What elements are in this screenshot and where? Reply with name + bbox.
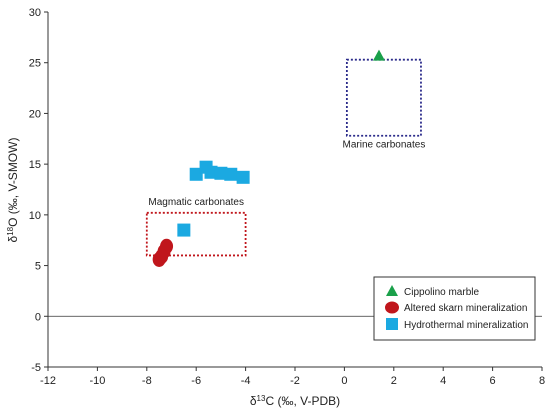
x-tick-label: -2 — [290, 375, 300, 387]
legend-label-hydrothermal: Hydrothermal mineralization — [404, 320, 529, 331]
legend-ellipse-marker — [385, 301, 399, 314]
x-axis-title-suffix: C (‰, V-PDB) — [265, 394, 340, 408]
y-tick-label: -5 — [31, 362, 41, 374]
hydrothermal-point — [204, 165, 218, 179]
y-tick-label: 5 — [35, 261, 41, 273]
x-tick-label: -6 — [191, 375, 201, 387]
x-tick-label: 4 — [440, 375, 446, 387]
y-axis-title-superscript: 18 — [6, 226, 15, 235]
region-box-magmatic — [145, 211, 247, 257]
hydrothermal-point — [224, 167, 238, 181]
y-axis-title: δ18O (‰, V-SMOW) — [6, 138, 21, 243]
legend: Cippolino marble Altered skarn mineraliz… — [373, 276, 536, 341]
x-tick-label: 0 — [341, 375, 347, 387]
legend-square-marker — [386, 318, 398, 330]
y-tick-label: 30 — [29, 7, 41, 19]
x-tick-label: -8 — [142, 375, 152, 387]
points-layer — [152, 49, 385, 267]
ticks-layer: -12 -10 -8 -6 -4 -2 0 2 4 6 8 -5 0 5 10 15 20 25 30 — [29, 7, 545, 387]
x-axis-title-prefix: δ — [250, 394, 257, 408]
legend-triangle-marker — [386, 285, 398, 296]
x-tick-label: -4 — [241, 375, 251, 387]
x-tick-label: 8 — [539, 375, 545, 387]
x-axis-title-superscript: 13 — [257, 394, 266, 403]
y-tick-label: 20 — [29, 108, 41, 120]
legend-label-cippolino: Cippolino marble — [404, 287, 479, 298]
y-tick-label: 25 — [29, 58, 41, 70]
legend-label-skarn: Altered skarn mineralization — [404, 303, 527, 314]
marble-point — [372, 49, 385, 61]
y-axis-title-prefix: δ — [6, 235, 20, 242]
region-box-marine — [345, 58, 422, 137]
y-tick-label: 10 — [29, 210, 41, 222]
skarn-point — [152, 251, 166, 267]
hydrothermal-point — [236, 170, 250, 184]
x-tick-label: 2 — [391, 375, 397, 387]
y-tick-label: 15 — [29, 159, 41, 171]
hydrothermal-point — [214, 166, 228, 180]
x-tick-label: -10 — [89, 375, 105, 387]
legend-box — [373, 276, 536, 341]
hydrothermal-point — [177, 223, 191, 237]
x-tick-label: -12 — [40, 375, 56, 387]
region-label-magmatic: Magmatic carbonates — [148, 197, 244, 208]
y-axis-title-suffix: O (‰, V-SMOW) — [6, 138, 20, 227]
hydrothermal-point — [189, 167, 203, 181]
y-tick-label: 0 — [35, 311, 41, 323]
x-axis-title: δ13C (‰, V-PDB) — [250, 394, 340, 409]
x-tick-label: 6 — [490, 375, 496, 387]
region-label-marine: Marine carbonates — [343, 140, 426, 151]
